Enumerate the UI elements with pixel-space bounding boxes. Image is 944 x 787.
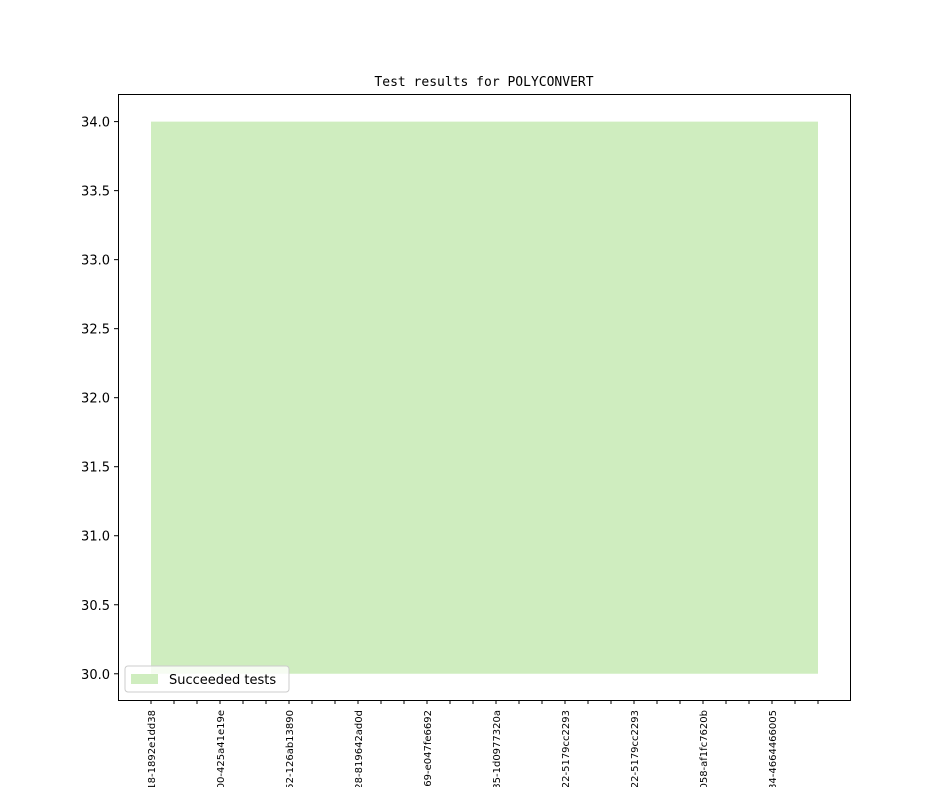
x-tick-label: 28-819642ad0d — [354, 710, 365, 787]
area — [151, 121, 818, 674]
chart-title: Test results for POLYCONVERT — [374, 75, 593, 90]
y-tick-label: 31.5 — [81, 461, 110, 476]
x-tick-label: 69-e047fe6692 — [423, 710, 434, 787]
y-tick-label: 33.5 — [81, 185, 110, 200]
x-tick-label: 22-5179cc2293 — [630, 710, 641, 787]
x-tick-label: 00-425a41e19e — [216, 710, 227, 787]
legend-label: Succeeded tests — [169, 673, 276, 688]
x-tick-label: 058-af1fc7620b — [699, 710, 710, 787]
x-tick-label: 52-126ab13890 — [285, 710, 296, 787]
axes-frame — [118, 94, 851, 701]
y-tick-label: 32.0 — [81, 392, 110, 407]
y-tick-label: 34.0 — [81, 116, 110, 131]
legend-swatch — [131, 674, 158, 684]
y-tick-label: 30.5 — [81, 599, 110, 614]
y-tick-label: 33.0 — [81, 254, 110, 269]
x-tick-label: 18-1892e1dd38 — [147, 710, 158, 787]
y-tick-label: 31.0 — [81, 530, 110, 545]
y-tick-label: 30.0 — [81, 668, 110, 683]
y-tick-label: 32.5 — [81, 323, 110, 338]
plot-area — [151, 121, 818, 674]
legend-box — [124, 665, 290, 693]
x-tick-label: 85-1d0977320a — [492, 710, 503, 787]
x-tick-label: 22-5179cc2293 — [561, 710, 572, 787]
x-tick-label: 84-4664466005 — [768, 710, 779, 787]
